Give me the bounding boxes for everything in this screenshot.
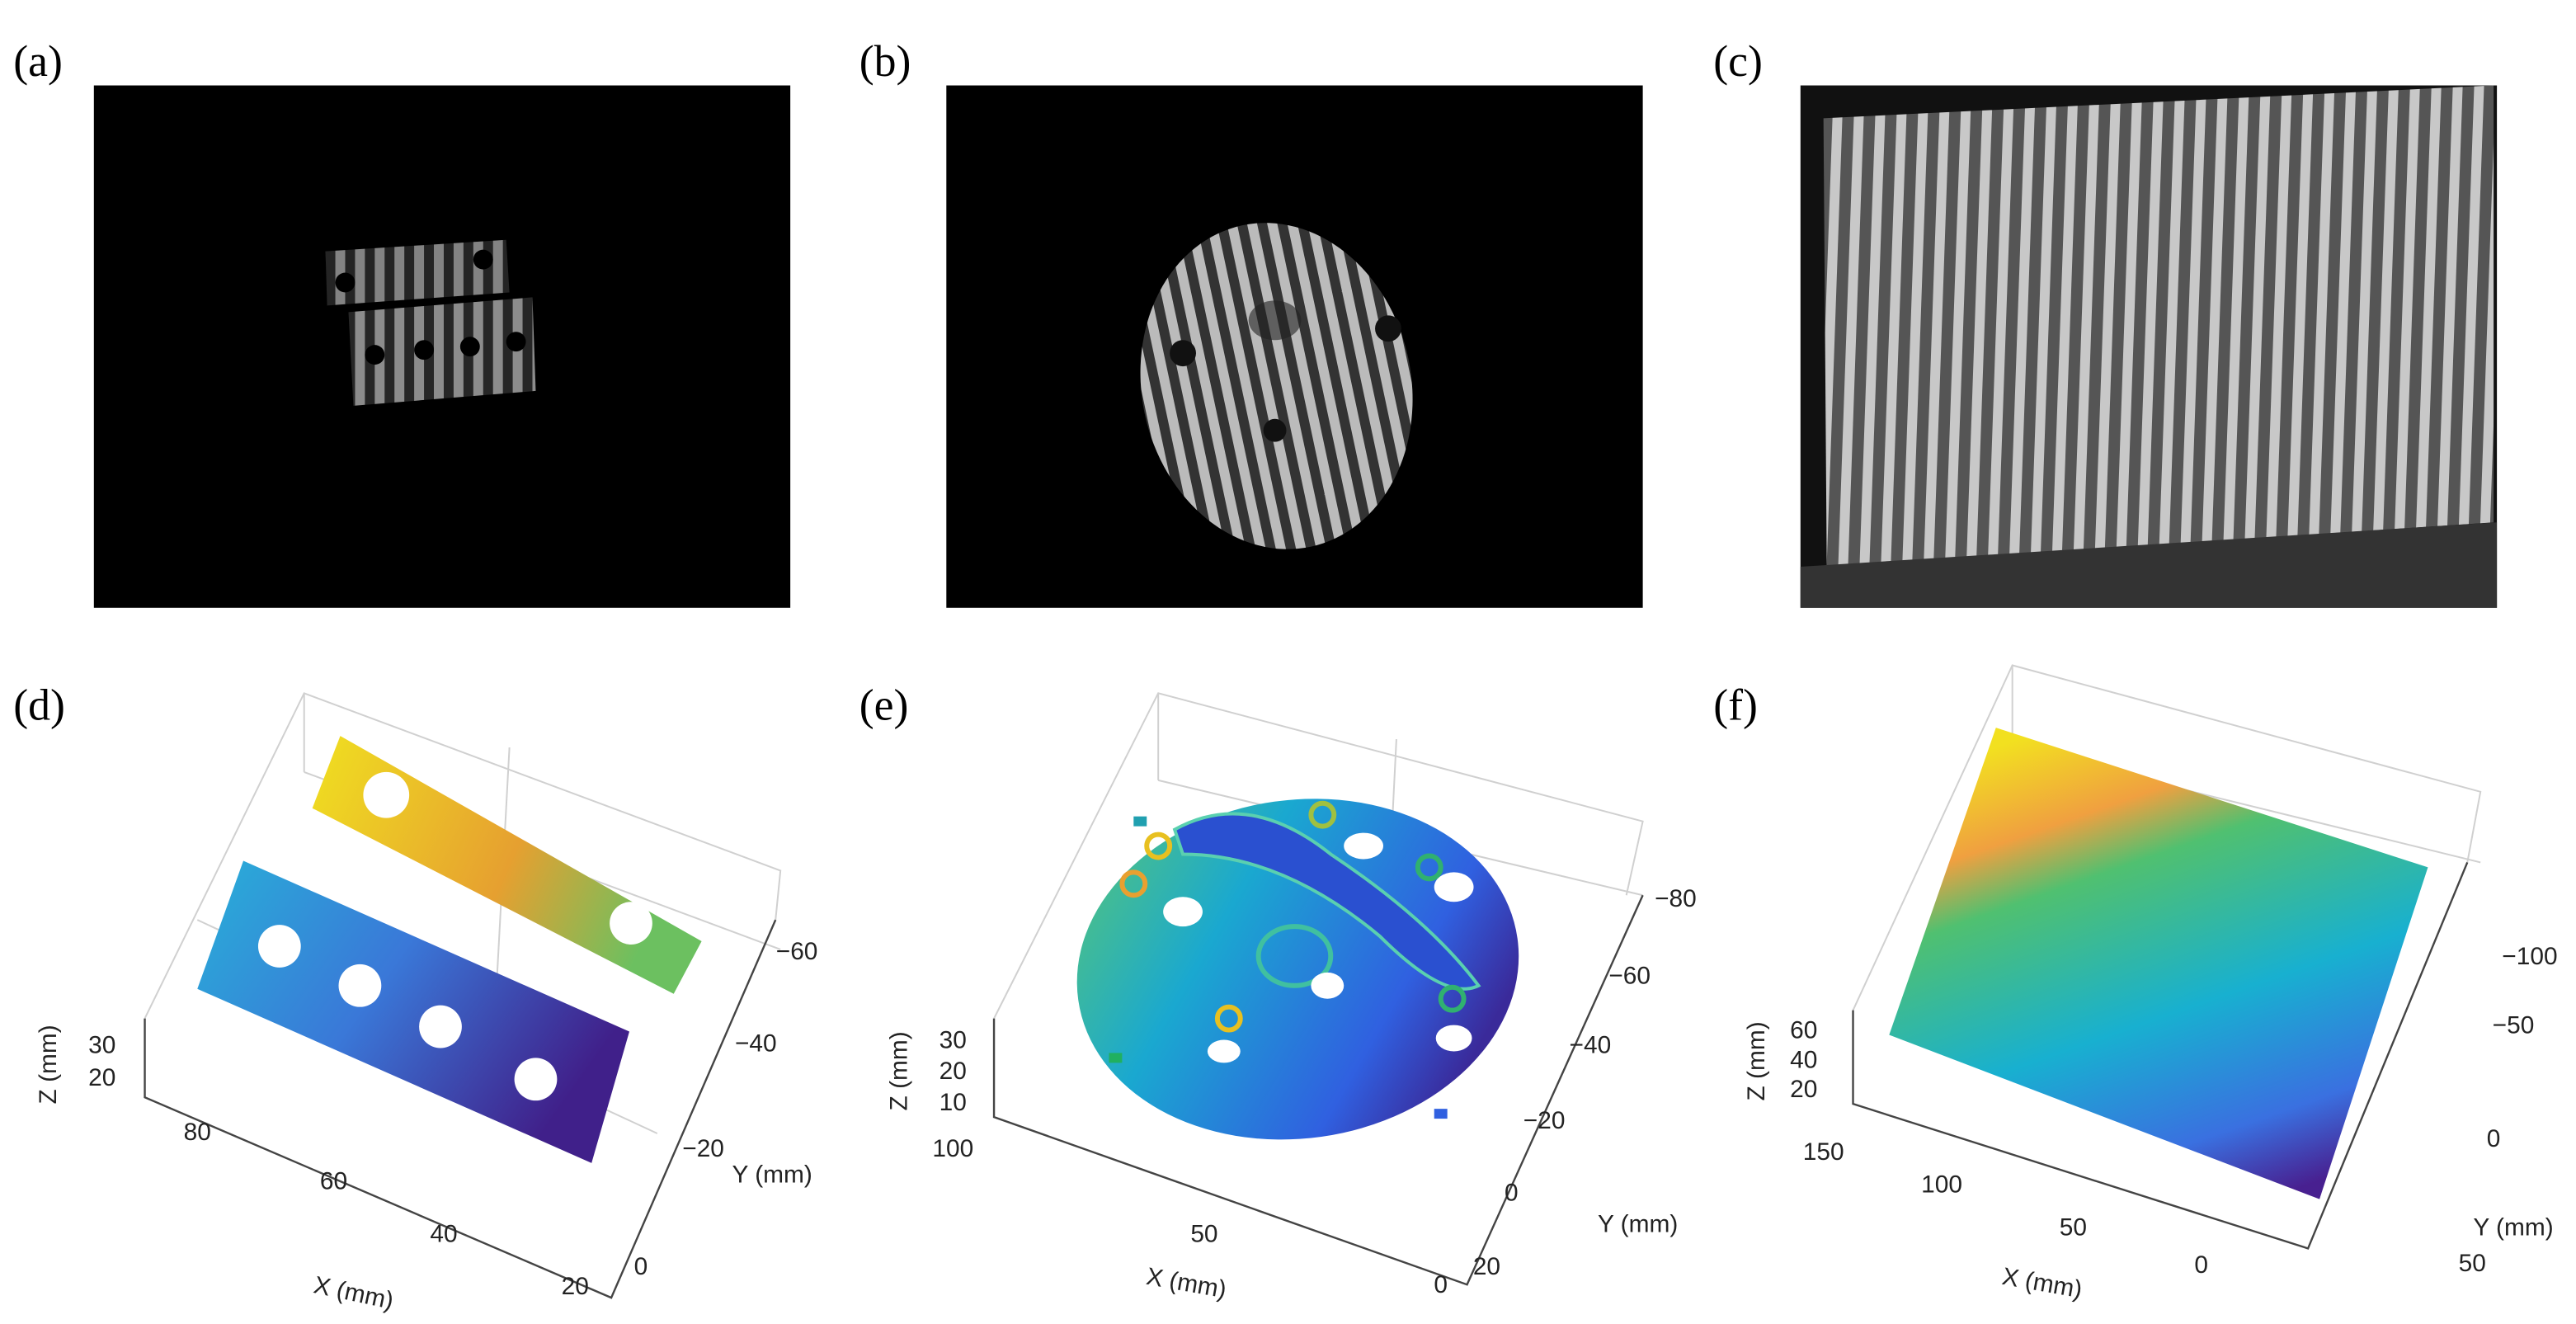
x-tick-label: 40 (430, 1220, 457, 1247)
x-tick-label: 0 (2194, 1251, 2208, 1279)
x-tick-label: 150 (1803, 1138, 1844, 1166)
x-tick-label: 20 (562, 1273, 589, 1300)
x-tick-label: 80 (184, 1119, 211, 1146)
object-c (1823, 85, 2494, 568)
z-tick-label: 40 (1790, 1046, 1817, 1073)
axes-f (1852, 861, 2469, 1250)
z-tick-label: 60 (1790, 1016, 1817, 1044)
y-tick-label: 0 (1505, 1180, 1519, 1207)
y-axis-label: Y (mm) (2473, 1213, 2553, 1241)
y-tick-label: 20 (1473, 1253, 1500, 1280)
z-tick-label: 20 (1790, 1076, 1817, 1103)
x-tick-label: 0 (1434, 1271, 1448, 1298)
y-tick-label: 50 (2459, 1250, 2486, 1277)
x-tick-label: 100 (932, 1135, 973, 1162)
y-tick-label: −60 (776, 938, 818, 965)
y-tick-label: 0 (2487, 1125, 2501, 1152)
z-axis-label: Z (mm) (1743, 1021, 1770, 1100)
y-tick-label: −20 (1523, 1107, 1566, 1134)
panel-label: (e) (859, 681, 909, 730)
panel-label: (c) (1713, 36, 1763, 86)
y-tick-label: 0 (634, 1253, 648, 1280)
y-axis-label: Y (mm) (732, 1161, 812, 1189)
cloud-d (197, 736, 702, 1163)
y-axis-label: Y (mm) (1598, 1210, 1678, 1237)
x-axis-label: X (mm) (311, 1271, 396, 1315)
object-b (1140, 223, 1413, 549)
panel-label: (f) (1713, 681, 1758, 730)
y-tick-label: −20 (682, 1135, 724, 1162)
floor-c (1800, 522, 2498, 608)
axes-e (992, 894, 1644, 1286)
y-tick-label: −40 (1570, 1031, 1612, 1058)
z-axis-label: Z (mm) (885, 1031, 912, 1110)
panel-label: (a) (13, 36, 63, 86)
x-tick-label: 50 (1190, 1220, 1217, 1247)
z-tick-label: 20 (88, 1064, 115, 1091)
axes-d (144, 919, 777, 1299)
panel-label: (d) (13, 681, 65, 730)
y-tick-label: −50 (2493, 1011, 2535, 1039)
y-tick-label: −80 (1655, 885, 1697, 912)
cloud-f (1889, 728, 2428, 1199)
panel-label: (b) (859, 36, 911, 86)
y-tick-label: −40 (735, 1030, 777, 1057)
cloud-e (1076, 799, 1519, 1140)
x-tick-label: 60 (320, 1168, 347, 1195)
z-tick-label: 20 (940, 1058, 967, 1085)
y-tick-label: −100 (2502, 943, 2557, 970)
z-tick-label: 30 (88, 1031, 115, 1058)
y-tick-label: −60 (1608, 963, 1651, 990)
z-axis-label: Z (mm) (35, 1025, 62, 1104)
z-tick-label: 30 (940, 1026, 967, 1053)
x-axis-label: X (mm) (2000, 1263, 2084, 1303)
object-a (325, 239, 536, 406)
x-tick-label: 50 (2060, 1213, 2087, 1241)
x-axis-label: X (mm) (1144, 1263, 1228, 1303)
z-tick-label: 10 (940, 1089, 967, 1116)
x-tick-label: 100 (1921, 1171, 1962, 1199)
